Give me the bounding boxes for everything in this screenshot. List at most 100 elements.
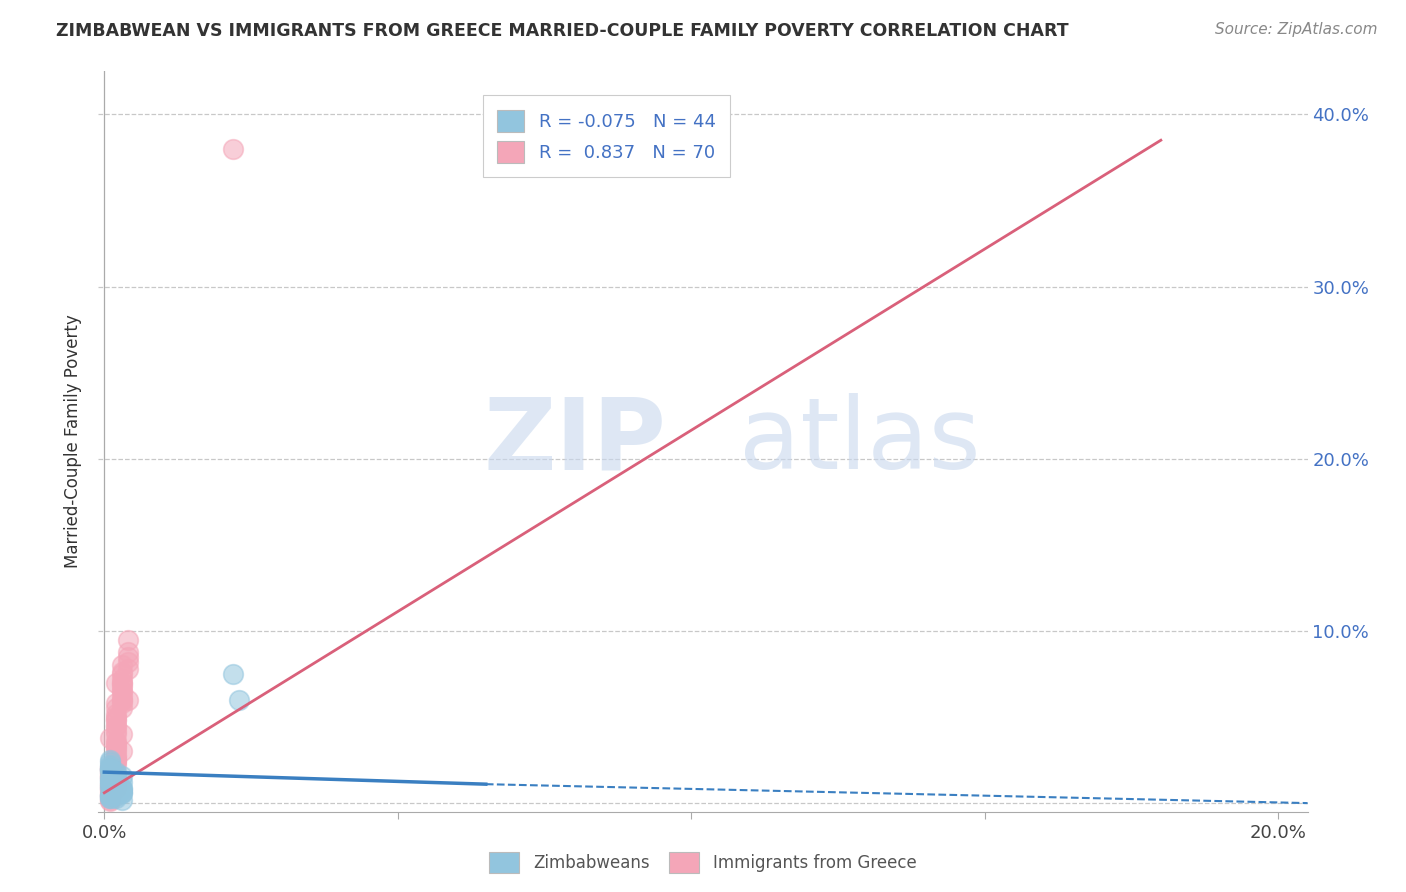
Point bbox=[105, 727, 128, 741]
Point bbox=[105, 777, 128, 791]
Point bbox=[111, 780, 134, 795]
Point bbox=[98, 760, 121, 774]
Point bbox=[111, 768, 134, 782]
Point bbox=[98, 779, 121, 793]
Point bbox=[105, 741, 128, 756]
Point bbox=[98, 762, 121, 776]
Point bbox=[105, 714, 128, 728]
Point bbox=[105, 747, 128, 762]
Point bbox=[105, 779, 128, 793]
Point bbox=[111, 786, 134, 800]
Point bbox=[98, 770, 121, 784]
Point bbox=[98, 788, 121, 802]
Point bbox=[105, 736, 128, 750]
Point bbox=[117, 632, 139, 647]
Point bbox=[105, 782, 128, 797]
Legend: Zimbabweans, Immigrants from Greece: Zimbabweans, Immigrants from Greece bbox=[482, 846, 924, 880]
Point bbox=[105, 753, 128, 767]
Point bbox=[105, 767, 128, 781]
Point bbox=[222, 142, 245, 156]
Point bbox=[105, 749, 128, 764]
Point bbox=[98, 775, 121, 789]
Point bbox=[105, 782, 128, 797]
Point bbox=[98, 755, 121, 769]
Point bbox=[98, 767, 121, 781]
Text: ZIMBABWEAN VS IMMIGRANTS FROM GREECE MARRIED-COUPLE FAMILY POVERTY CORRELATION C: ZIMBABWEAN VS IMMIGRANTS FROM GREECE MAR… bbox=[56, 22, 1069, 40]
Point bbox=[105, 789, 128, 804]
Point bbox=[98, 764, 121, 778]
Point bbox=[105, 675, 128, 690]
Point bbox=[111, 696, 134, 710]
Point bbox=[111, 690, 134, 704]
Text: Source: ZipAtlas.com: Source: ZipAtlas.com bbox=[1215, 22, 1378, 37]
Point bbox=[111, 679, 134, 693]
Point bbox=[111, 744, 134, 758]
Point bbox=[98, 753, 121, 767]
Point bbox=[105, 734, 128, 748]
Point bbox=[98, 762, 121, 776]
Point bbox=[98, 791, 121, 805]
Point bbox=[98, 788, 121, 802]
Point bbox=[98, 780, 121, 795]
Point bbox=[98, 782, 121, 797]
Point bbox=[117, 644, 139, 658]
Point bbox=[98, 777, 121, 791]
Point bbox=[105, 784, 128, 798]
Point bbox=[105, 791, 128, 805]
Point bbox=[105, 770, 128, 784]
Point bbox=[98, 789, 121, 804]
Point bbox=[98, 758, 121, 772]
Point bbox=[98, 772, 121, 786]
Point bbox=[98, 762, 121, 776]
Point bbox=[105, 718, 128, 732]
Point bbox=[111, 782, 134, 797]
Point bbox=[111, 665, 134, 680]
Point bbox=[98, 786, 121, 800]
Point bbox=[98, 768, 121, 782]
Point bbox=[111, 693, 134, 707]
Point bbox=[105, 723, 128, 738]
Point bbox=[105, 770, 128, 784]
Point bbox=[98, 779, 121, 793]
Point bbox=[105, 744, 128, 758]
Point bbox=[98, 765, 121, 780]
Point bbox=[98, 770, 121, 784]
Point bbox=[98, 762, 121, 776]
Point bbox=[111, 784, 134, 798]
Text: ZIP: ZIP bbox=[484, 393, 666, 490]
Point bbox=[228, 693, 250, 707]
Point bbox=[111, 792, 134, 806]
Point bbox=[111, 727, 134, 741]
Point bbox=[98, 731, 121, 745]
Point bbox=[117, 655, 139, 669]
Point bbox=[105, 718, 128, 732]
Point bbox=[111, 786, 134, 800]
Point bbox=[98, 772, 121, 786]
Point bbox=[105, 786, 128, 800]
Point bbox=[105, 753, 128, 767]
Point bbox=[98, 792, 121, 806]
Point bbox=[105, 768, 128, 782]
Point bbox=[105, 714, 128, 728]
Point bbox=[105, 775, 128, 789]
Point bbox=[111, 693, 134, 707]
Point bbox=[98, 789, 121, 804]
Point bbox=[98, 765, 121, 780]
Point bbox=[105, 773, 128, 788]
Point bbox=[105, 739, 128, 754]
Point bbox=[111, 675, 134, 690]
Legend: R = -0.075   N = 44, R =  0.837   N = 70: R = -0.075 N = 44, R = 0.837 N = 70 bbox=[482, 95, 730, 178]
Point bbox=[117, 693, 139, 707]
Point bbox=[98, 780, 121, 795]
Point bbox=[111, 658, 134, 673]
Point bbox=[98, 760, 121, 774]
Point bbox=[105, 782, 128, 797]
Point bbox=[105, 779, 128, 793]
Point bbox=[98, 791, 121, 805]
Point bbox=[117, 662, 139, 676]
Y-axis label: Married-Couple Family Poverty: Married-Couple Family Poverty bbox=[65, 315, 83, 568]
Point bbox=[111, 775, 134, 789]
Point bbox=[105, 755, 128, 769]
Point bbox=[98, 794, 121, 808]
Point bbox=[98, 764, 121, 778]
